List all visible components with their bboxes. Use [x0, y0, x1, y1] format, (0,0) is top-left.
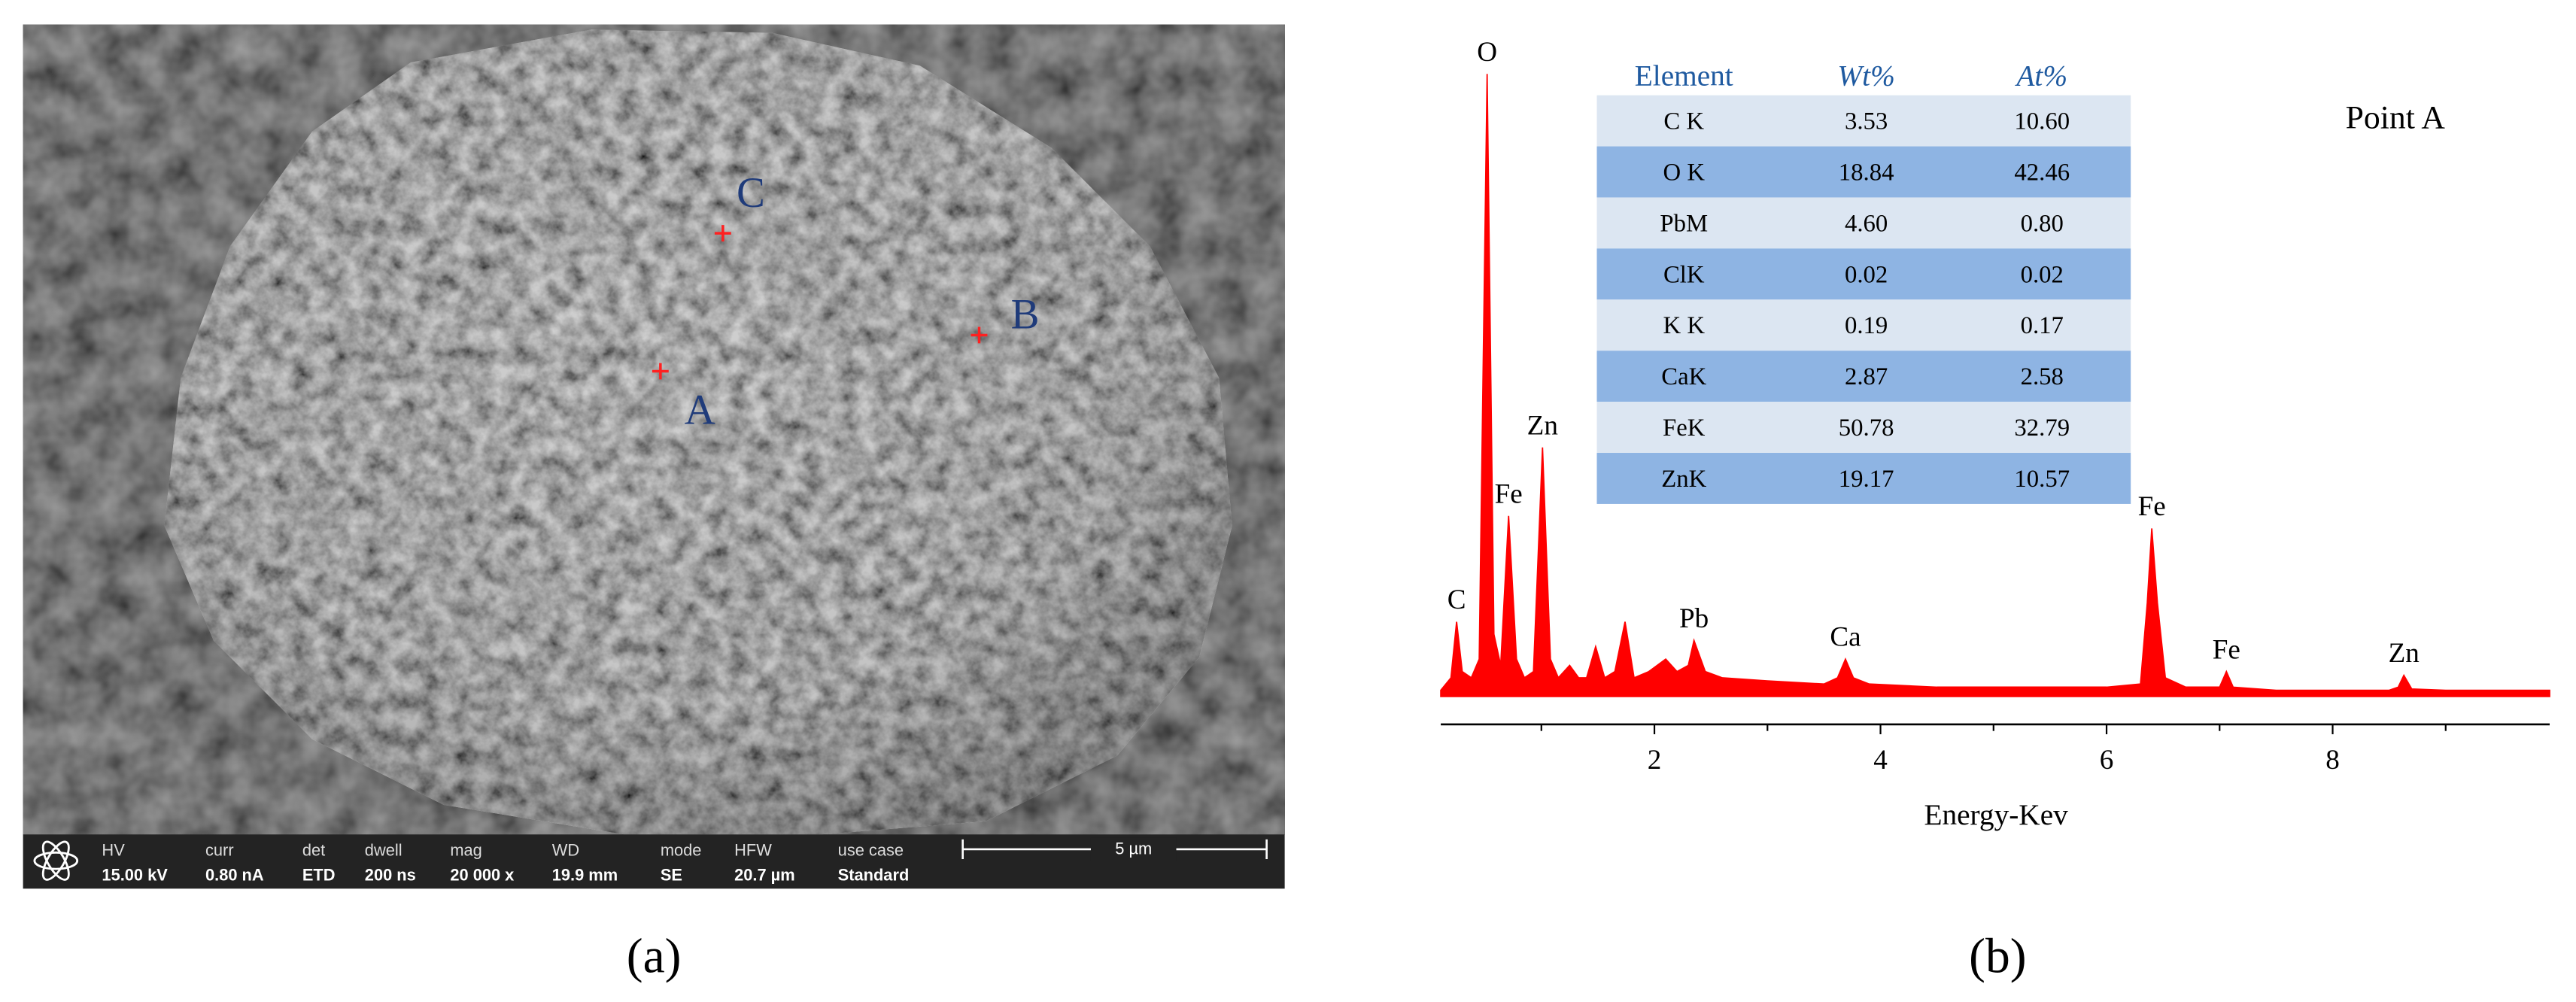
table-cell: 4.60 [1845, 210, 1888, 237]
info-label: HV [102, 841, 125, 860]
peak-label: Zn [2389, 638, 2420, 669]
x-tick-label: 6 [2100, 745, 2114, 776]
point-marker [714, 225, 731, 241]
info-bar [23, 834, 1285, 889]
chart-title: Point A [2346, 99, 2446, 135]
point-label: C [737, 169, 765, 217]
peak-label: O [1477, 37, 1497, 68]
sem-image: HV 15.00 kV curr 0.80 nA det ETD dwell 200 ns ma… [23, 24, 1285, 889]
table-row [1596, 402, 2131, 454]
particle [164, 29, 1232, 835]
table-cell: 0.19 [1845, 312, 1888, 339]
table-cell: 2.87 [1845, 363, 1888, 390]
table-cell: 32.79 [2014, 414, 2070, 442]
info-value: 20.7 µm [734, 865, 795, 884]
table-cell: K K [1663, 312, 1705, 339]
peak-label: Zn [1527, 410, 1558, 441]
table-row [1596, 248, 2131, 300]
info-label: curr [205, 841, 234, 860]
info-label: dwell [365, 841, 402, 860]
info-value: SE [661, 865, 682, 884]
point-label: B [1011, 291, 1040, 339]
info-value: ETD [302, 865, 336, 884]
info-icon [33, 840, 79, 881]
info-label: det [302, 841, 325, 860]
table-header: At% [2014, 59, 2067, 93]
scale-label-bg [1090, 837, 1177, 861]
table-cell: 19.17 [1839, 466, 1894, 493]
table-cell: ZnK [1661, 466, 1706, 493]
table-cell: PbM [1660, 210, 1708, 237]
info-label: use case [838, 841, 904, 860]
table-row [1596, 453, 2131, 504]
table-header: Element [1635, 59, 1733, 93]
x-tick-label: 8 [2325, 745, 2340, 776]
peak-label: Fe [1495, 478, 1523, 509]
table-cell: ClK [1663, 261, 1705, 288]
table-cell: 0.02 [2021, 261, 2064, 288]
table-cell: 2.58 [2021, 363, 2064, 390]
table-cell: 10.57 [2014, 466, 2070, 493]
table-cell: 50.78 [1839, 414, 1894, 442]
caption: (b) [1969, 930, 2026, 984]
info-value: 0.80 nA [205, 865, 264, 884]
table-row [1596, 299, 2131, 351]
table-cell: 3.53 [1845, 108, 1888, 135]
peak-label: Fe [2138, 491, 2166, 522]
info-label: HFW [734, 841, 772, 860]
x-tick-label: 4 [1873, 745, 1888, 776]
info-value: 20 000 x [450, 865, 514, 884]
scale-label: 5 µm [1115, 839, 1152, 858]
x-tick-label: 2 [1648, 745, 1662, 776]
info-value: Standard [838, 865, 910, 884]
spectrum-area [1440, 74, 2550, 697]
peak-label: Ca [1830, 622, 1861, 653]
info-label: mode [661, 841, 702, 860]
table-cell: C K [1663, 108, 1704, 135]
table-row [1596, 197, 2131, 249]
caption: (a) [627, 930, 682, 984]
peak-label: C [1447, 584, 1466, 615]
table-row [1596, 95, 2131, 147]
point-marker [971, 326, 988, 344]
peak-label: Fe [2213, 634, 2240, 665]
info-label: WD [552, 841, 579, 860]
info-value: 19.9 mm [552, 865, 618, 884]
info-value: 200 ns [365, 865, 416, 884]
table-header: Wt% [1837, 59, 1894, 93]
table-row [1596, 146, 2131, 198]
table-cell: 0.17 [2021, 312, 2064, 339]
info-value: 15.00 kV [102, 865, 168, 884]
table-row [1596, 351, 2131, 402]
table-cell: 18.84 [1839, 159, 1894, 186]
table-cell: 10.60 [2014, 108, 2070, 135]
table-cell: 42.46 [2014, 159, 2070, 186]
table-cell: 0.02 [1845, 261, 1888, 288]
table-cell: 0.80 [2021, 210, 2064, 237]
peak-label: Pb [1679, 603, 1709, 634]
table-cell: CaK [1661, 363, 1706, 390]
table-cell: FeK [1663, 414, 1706, 442]
info-fields: HV 15.00 kV curr 0.80 nA det ETD dwell 200 ns ma… [102, 841, 909, 885]
spectrum-chart: 2 4 6 8 C O Fe Zn Pb Ca Fe Fe Zn Element Wt% At% C K 3.53… [1440, 37, 2550, 776]
point-marker [652, 363, 669, 380]
point-label: A [685, 386, 715, 433]
x-axis-label: Energy-Kev [1924, 798, 2068, 831]
info-label: mag [450, 841, 481, 860]
points: A B C [652, 169, 1040, 433]
table-cell: O K [1663, 159, 1705, 186]
